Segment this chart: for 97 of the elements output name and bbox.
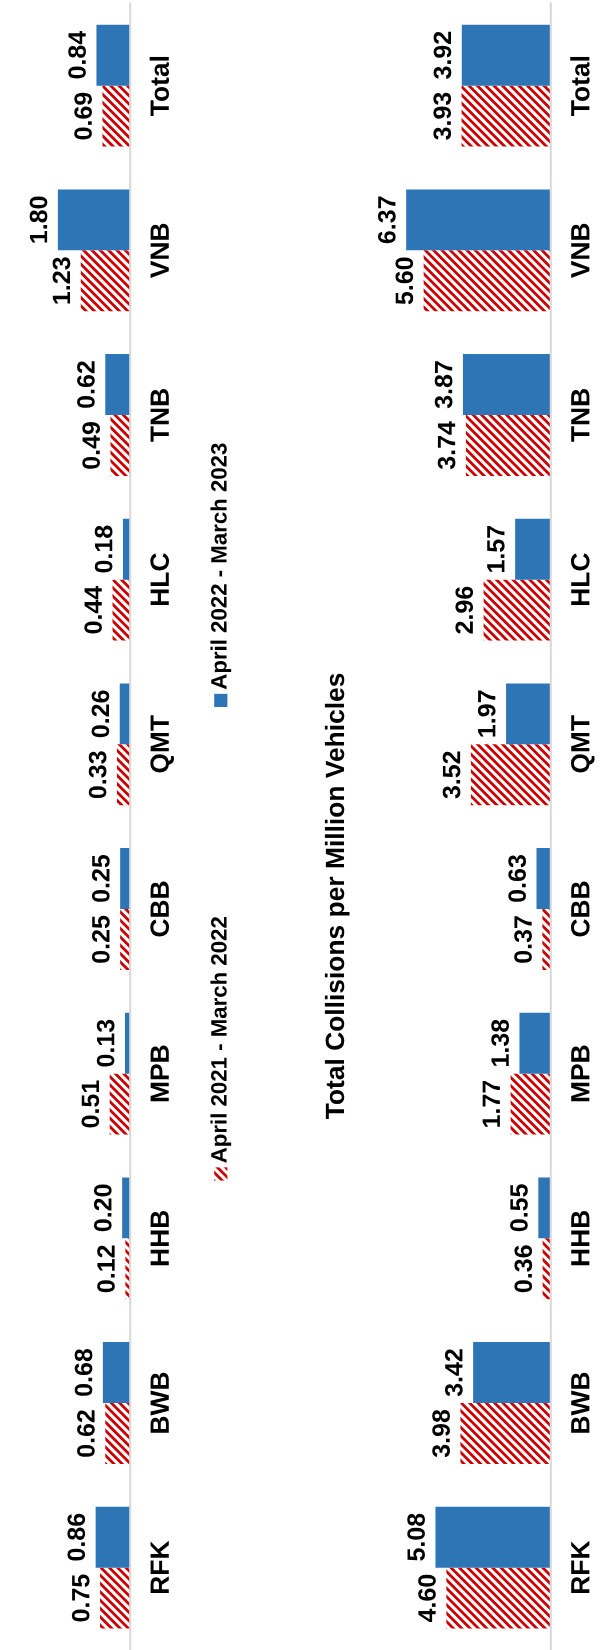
y-tick-label: RFK: [571, 1540, 590, 1594]
bar: [462, 354, 551, 415]
data-label: 0.62: [77, 1410, 95, 1457]
data-label: 4.60: [418, 1574, 436, 1623]
data-label: 1.80: [29, 196, 48, 243]
data-label: 0.63: [508, 855, 527, 902]
data-label: 0.68: [74, 1348, 93, 1396]
data-label: 1.38: [491, 1019, 510, 1066]
y-tick-label: Total: [149, 56, 170, 116]
bar: [120, 908, 131, 970]
data-label: 3.74: [437, 421, 456, 470]
data-label: 0.12: [97, 1245, 115, 1293]
bar: [435, 1506, 551, 1568]
data-label: 3.87: [434, 361, 453, 409]
bar: [506, 683, 551, 745]
data-label: 1.23: [52, 257, 71, 304]
y-tick-label: HLC: [150, 553, 170, 605]
y-tick-label: VNB: [571, 223, 590, 278]
data-label: 0.18: [94, 525, 113, 573]
bar: [542, 908, 551, 970]
bar: [519, 1012, 551, 1074]
data-label: 0.13: [96, 1019, 115, 1067]
bar: [109, 1073, 131, 1135]
data-label: 5.08: [407, 1513, 425, 1561]
bar: [112, 579, 131, 641]
data-label: 6.37: [377, 196, 396, 244]
bar: [538, 1177, 551, 1239]
data-label: 0.44: [84, 585, 103, 634]
data-label: 1.77: [482, 1080, 500, 1127]
bar: [460, 1403, 551, 1464]
y-tick-label: RFK: [150, 1540, 169, 1594]
bar: [96, 24, 131, 86]
data-label: 0.49: [82, 422, 101, 469]
bar: [423, 250, 551, 312]
data-label: 3.52: [442, 751, 461, 799]
y-tick-label: VNB: [150, 223, 169, 278]
bar: [465, 414, 551, 476]
bar: [461, 85, 551, 147]
bar: [446, 1567, 551, 1629]
data-label: 0.25: [91, 854, 110, 902]
text: April 2021 - March 2022: [210, 917, 232, 1163]
data-label: 2.96: [455, 586, 474, 634]
data-label: 5.60: [395, 257, 414, 305]
bar: [470, 744, 551, 806]
y-tick-label: CBB: [150, 881, 170, 937]
data-label: 3.92: [433, 31, 452, 79]
bar: [95, 1506, 131, 1568]
y-tick-label: HHB: [150, 1210, 169, 1266]
bar: [483, 579, 551, 641]
bar: [80, 250, 131, 312]
y-tick-label: BWB: [571, 1372, 590, 1433]
data-label: 0.25: [91, 915, 110, 963]
y-tick-label: MPB: [150, 1045, 169, 1102]
data-label: 0.51: [81, 1080, 100, 1128]
data-label: 0.86: [67, 1513, 86, 1561]
data-label: 3.98: [432, 1409, 450, 1458]
data-label: 0.55: [510, 1184, 528, 1232]
data-label: 0.36: [514, 1245, 533, 1293]
bar: [116, 744, 131, 806]
bar: [473, 1342, 551, 1403]
data-label: 0.20: [93, 1184, 112, 1232]
y-tick-label: HLC: [570, 553, 590, 605]
y-tick-label: TNB: [571, 389, 590, 442]
data-label: 0.37: [514, 916, 532, 963]
y-tick-label: BWB: [150, 1372, 169, 1433]
data-label: 0.33: [88, 751, 107, 799]
data-label: 3.42: [444, 1349, 463, 1397]
data-label: 0.62: [77, 361, 95, 408]
bar: [102, 1342, 131, 1403]
y-tick-label: HHB: [571, 1210, 590, 1266]
bar: [120, 848, 131, 909]
y-tick-label: QMT: [570, 715, 595, 773]
y-tick-label: CBB: [570, 881, 590, 937]
data-label: 0.84: [68, 30, 86, 79]
bar: [102, 85, 131, 147]
data-label: 3.93: [433, 92, 452, 140]
bar: [110, 414, 131, 476]
data-label: 0.75: [71, 1574, 90, 1622]
bar: [57, 189, 131, 251]
bar: [515, 518, 551, 580]
bar: [105, 1403, 131, 1464]
data-label: 1.57: [487, 525, 505, 572]
y-tick-label: TNB: [150, 389, 169, 442]
bar: [406, 189, 551, 251]
bar: [105, 354, 131, 415]
data-label: 1.97: [477, 690, 496, 737]
y-tick-label: Total: [570, 56, 590, 116]
bar: [100, 1567, 131, 1629]
bar: [510, 1073, 551, 1135]
text: April 2022 - March 2023: [210, 443, 232, 690]
text: Total Collisions per Million Vehicles: [324, 673, 350, 1120]
data-label: 0.26: [91, 690, 110, 738]
data-label: 0.69: [74, 92, 92, 140]
y-tick-label: MPB: [571, 1045, 590, 1102]
y-tick-label: QMT: [150, 715, 174, 773]
bar: [536, 848, 551, 909]
bar: [461, 24, 551, 86]
